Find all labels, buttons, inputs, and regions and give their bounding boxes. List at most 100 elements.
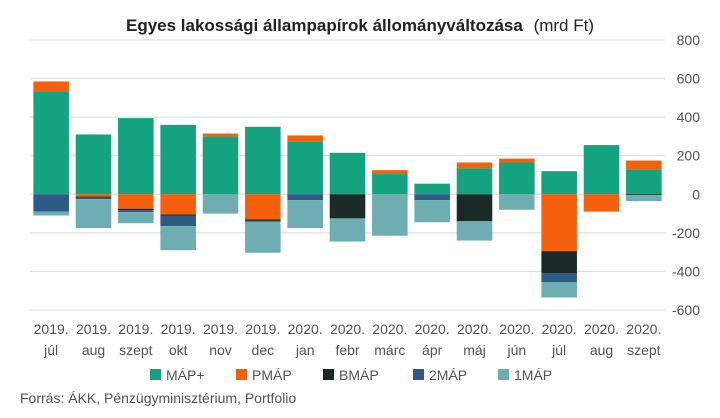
bar-segment xyxy=(75,197,112,200)
bars xyxy=(33,81,662,298)
chart-title-unit: (mrd Ft) xyxy=(534,16,594,35)
y-tick-label: -200 xyxy=(672,225,700,241)
bar-segment xyxy=(541,273,577,283)
x-category-month: júl xyxy=(43,342,58,358)
bar-segment xyxy=(75,134,112,195)
x-category-month: ápr xyxy=(422,342,443,358)
bar-segment xyxy=(202,136,239,195)
legend-swatch xyxy=(323,369,334,380)
bar-segment xyxy=(245,220,281,222)
x-category-year: 2019. xyxy=(245,321,280,337)
bar-segment xyxy=(626,160,662,170)
bar-segment xyxy=(245,126,281,195)
bar-segment xyxy=(33,81,69,92)
bar-segment xyxy=(456,221,493,241)
x-category-month: szept xyxy=(119,342,153,358)
bar-segment xyxy=(456,162,493,169)
bar-segment xyxy=(245,194,281,220)
x-category-month: máj xyxy=(463,342,486,358)
x-category-month: szept xyxy=(627,342,661,358)
bar-segment xyxy=(541,194,577,252)
x-category-year: 2020. xyxy=(542,321,577,337)
x-category-month: febr xyxy=(335,342,359,358)
bar-segment xyxy=(118,118,154,195)
chart-title: Egyes lakossági állampapírok állományvál… xyxy=(126,16,594,35)
bar-segment xyxy=(75,194,112,197)
bar-segment xyxy=(287,200,323,229)
bar-segment xyxy=(160,124,196,195)
bar-segment xyxy=(118,208,154,211)
bar-segment xyxy=(372,170,408,175)
legend-label: MÁP+ xyxy=(166,367,205,383)
x-category-month: jan xyxy=(295,342,315,358)
legend-swatch xyxy=(150,369,161,380)
bar-segment xyxy=(499,162,535,195)
bar-segment xyxy=(583,145,620,195)
bar-segment xyxy=(499,194,535,210)
bar-segment xyxy=(372,194,408,236)
bar-segment xyxy=(456,168,493,195)
bar-segment xyxy=(414,194,450,201)
bar-segment xyxy=(626,194,662,196)
bar-segment xyxy=(499,158,535,163)
y-tick-label: 600 xyxy=(677,71,701,87)
legend-label: 2MÁP xyxy=(429,367,467,383)
bar-segment xyxy=(372,174,408,195)
x-category-year: 2020. xyxy=(288,321,323,337)
legend-swatch xyxy=(498,369,509,380)
bar-segment xyxy=(118,210,154,213)
y-axis-ticks: 800 600 400 200 0 -200 -400 -600 xyxy=(672,32,700,318)
x-category-year: 2019. xyxy=(118,321,153,337)
bar-segment xyxy=(329,218,366,242)
bar-segment xyxy=(287,194,323,201)
chart-title-main: Egyes lakossági állampapírok állományvál… xyxy=(126,16,523,35)
x-category-year: 2019. xyxy=(161,321,196,337)
bar-segment xyxy=(329,152,366,195)
y-tick-label: 800 xyxy=(677,32,701,48)
bar-segment xyxy=(160,215,196,227)
bar-segment xyxy=(202,194,239,214)
x-category-year: 2020. xyxy=(372,321,407,337)
x-category-year: 2020. xyxy=(584,321,619,337)
x-category-month: márc xyxy=(374,342,405,358)
bar-segment xyxy=(245,219,281,221)
bar-segment xyxy=(160,194,196,215)
bar-segment xyxy=(626,169,662,195)
bar-segment xyxy=(245,221,281,253)
x-category-year: 2020. xyxy=(330,321,365,337)
legend-swatch xyxy=(236,369,247,380)
legend-label: 1MÁP xyxy=(514,367,552,383)
x-category-year: 2020. xyxy=(457,321,492,337)
bar-segment xyxy=(541,282,577,298)
bar-segment xyxy=(33,211,69,216)
bar-segment xyxy=(414,183,450,195)
bar-segment xyxy=(118,194,154,209)
legend-swatch xyxy=(413,369,424,380)
x-category-year: 2019. xyxy=(76,321,111,337)
x-category-month: dec xyxy=(252,342,275,358)
x-category-month: okt xyxy=(169,342,188,358)
bar-segment xyxy=(541,251,577,274)
bar-segment xyxy=(33,91,69,195)
bar-segment xyxy=(414,200,450,223)
x-category-year: 2019. xyxy=(34,321,69,337)
bar-segment xyxy=(160,226,196,251)
bar-segment xyxy=(329,194,366,219)
bar-segment xyxy=(583,194,620,212)
bar-segment xyxy=(33,194,69,212)
bar-segment xyxy=(541,171,577,195)
bar-segment xyxy=(287,135,323,142)
bar-segment xyxy=(287,141,323,195)
bar-segment xyxy=(202,133,239,137)
y-tick-label: 200 xyxy=(677,148,701,164)
x-category-month: aug xyxy=(82,342,105,358)
x-category-year: 2020. xyxy=(499,321,534,337)
y-tick-label: 400 xyxy=(677,109,701,125)
bar-segment xyxy=(626,195,662,202)
legend: MÁP+ PMÁP BMÁP 2MÁP 1MÁP xyxy=(150,367,552,383)
x-category-year: 2020. xyxy=(415,321,450,337)
x-category-month: nov xyxy=(209,342,232,358)
source-note: Forrás: ÁKK, Pénzügyminisztérium, Portfo… xyxy=(20,390,296,406)
y-tick-label: 0 xyxy=(692,186,700,202)
